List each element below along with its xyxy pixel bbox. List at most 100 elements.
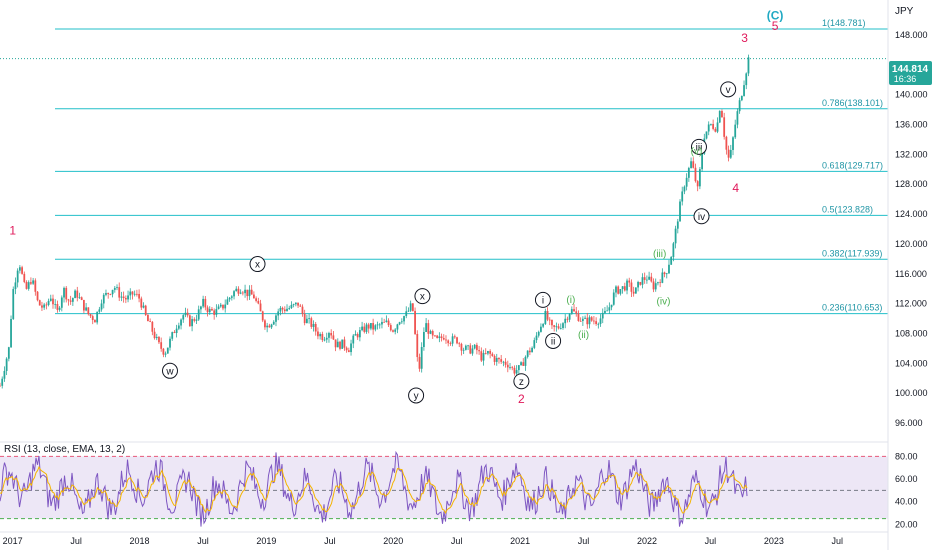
candle-body [235, 288, 238, 292]
candle-body [588, 317, 591, 325]
candle-body [478, 350, 481, 352]
candle-body [122, 296, 125, 298]
candle-body [91, 316, 94, 321]
candle-body [575, 311, 578, 314]
candle-body [577, 313, 580, 321]
wave-label: 3 [741, 31, 748, 45]
time-tick-label: Jul [70, 536, 82, 546]
candle-body [253, 294, 255, 299]
wave-label-circle [693, 208, 710, 225]
candle-body [279, 307, 282, 312]
candle-body [356, 334, 359, 338]
candle-body [239, 292, 242, 294]
candle-body [350, 343, 352, 353]
candle-body [299, 305, 302, 307]
candle-body [219, 304, 222, 307]
candle-body [570, 309, 573, 314]
candle-body [120, 296, 123, 298]
candle-body [475, 344, 478, 351]
candle-body [661, 272, 664, 283]
candle-body [303, 313, 306, 324]
candle-body [69, 300, 72, 302]
candle-body [71, 298, 74, 302]
candle-body [467, 345, 469, 347]
price-tag: 144.814 16:36 [889, 61, 932, 85]
candle-body [268, 325, 271, 328]
candle-body [566, 318, 569, 320]
candle-body [233, 291, 235, 297]
rsi-tick-label: 80.00 [895, 451, 918, 461]
candle-body [49, 298, 52, 301]
fib-level-label: 1(148.781) [822, 18, 866, 28]
candle-body [537, 331, 540, 336]
candle-body [149, 321, 152, 322]
wave-label: 4 [732, 181, 739, 195]
candle-body [191, 319, 193, 327]
candle-body [365, 324, 368, 332]
candle-body [555, 326, 558, 328]
candle-body [32, 280, 35, 284]
candle-body [707, 124, 710, 132]
candle-body [482, 353, 485, 361]
wave-label-circle [161, 362, 178, 379]
candle-body [47, 300, 50, 305]
candle-body [12, 289, 15, 320]
candle-body [438, 336, 441, 338]
candle-body [237, 288, 240, 294]
candle-body [142, 305, 145, 308]
candle-body [687, 168, 690, 178]
time-tick-label: 2023 [764, 536, 784, 546]
candle-body [663, 272, 666, 275]
candle-body [522, 362, 525, 366]
candle-body [665, 273, 668, 275]
candle-body [403, 316, 405, 322]
wave-label: 5 [772, 19, 779, 33]
candle-body [131, 291, 134, 295]
candle-body [586, 317, 589, 325]
candle-body [411, 303, 414, 311]
candle-body [140, 298, 143, 308]
price-tick-label: 148.000 [895, 30, 928, 40]
candle-body [319, 334, 322, 337]
candle-body [710, 123, 712, 125]
candle-body [378, 324, 381, 326]
candle-body [5, 358, 8, 371]
candle-body [18, 267, 21, 271]
wave-label-circle [534, 291, 551, 308]
wave-label: (C) [767, 8, 784, 22]
rsi-tick-label: 60.00 [895, 474, 918, 484]
candle-body [376, 324, 379, 326]
candle-body [434, 335, 436, 337]
candle-body [504, 361, 507, 365]
candle-body [200, 306, 202, 310]
rsi-panel [0, 441, 888, 527]
candle-body [542, 324, 545, 327]
candle-body [160, 342, 163, 349]
candle-body [670, 257, 673, 265]
candle-body [290, 304, 293, 308]
wave-label: y [414, 391, 419, 402]
candle-body [177, 325, 180, 329]
candle-body [546, 311, 549, 320]
candle-body [98, 309, 101, 312]
candle-body [487, 350, 489, 354]
candle-body [650, 276, 653, 282]
candle-body [297, 302, 299, 306]
candle-body [36, 291, 39, 301]
candle-body [259, 303, 262, 312]
candle-body [166, 347, 169, 354]
candle-body [495, 357, 498, 362]
candle-body [171, 332, 174, 339]
candle-body [509, 367, 511, 369]
candle-body [332, 335, 335, 340]
candle-body [85, 307, 88, 311]
rsi-ma-line [0, 465, 748, 515]
candle-body [261, 311, 264, 321]
candle-body [654, 283, 657, 290]
candle-body [716, 122, 719, 132]
candle-body [277, 311, 280, 316]
candle-body [226, 299, 229, 305]
price-tag-value: 144.814 [892, 64, 929, 75]
candle-body [630, 282, 633, 292]
